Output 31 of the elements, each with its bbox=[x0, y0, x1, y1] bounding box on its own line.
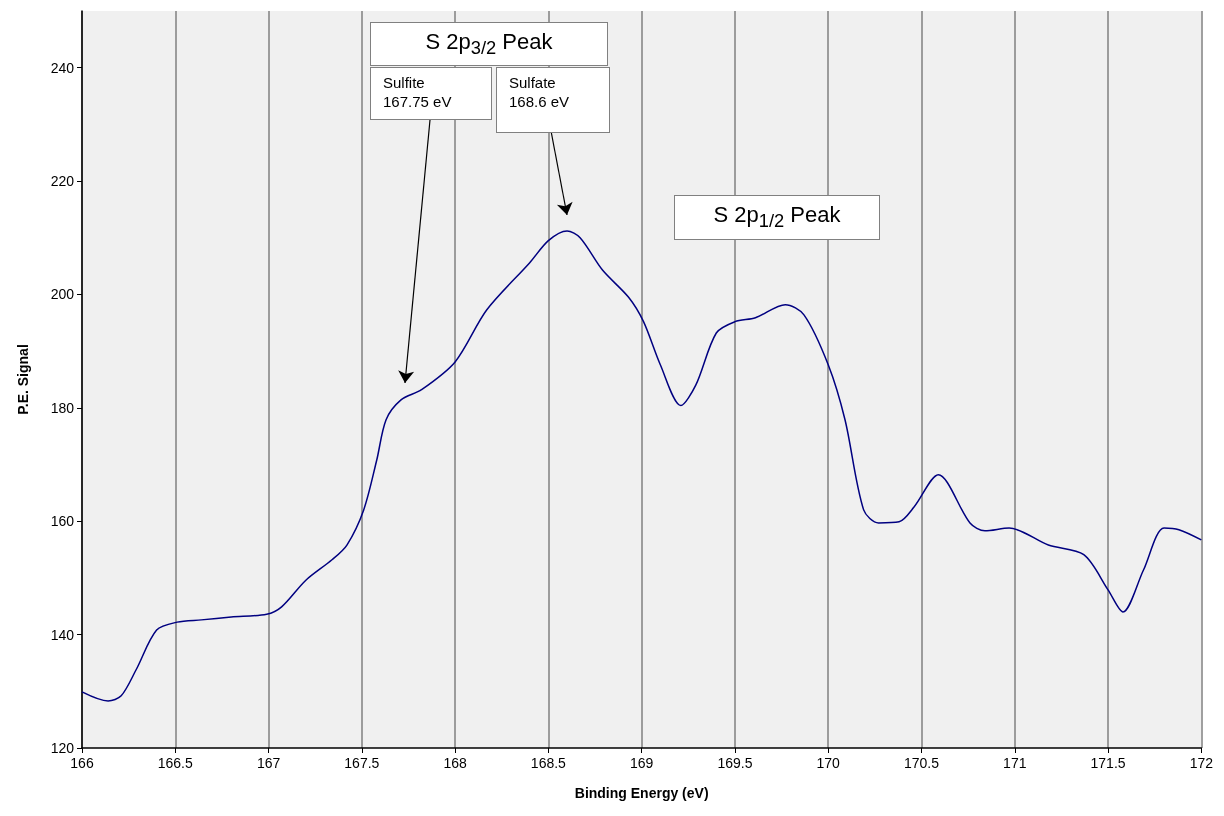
x-tick-label: 171 bbox=[1003, 755, 1027, 771]
x-tick-label: 167 bbox=[256, 755, 281, 771]
line-series bbox=[81, 230, 1203, 702]
x-tick-label: 169.5 bbox=[717, 755, 753, 771]
x-axis-title: Binding Energy (eV) bbox=[574, 785, 709, 801]
annotation: Sulfate 168.6 eV bbox=[509, 74, 570, 112]
x-tick-label: 170 bbox=[816, 755, 841, 771]
y-tick-label: 200 bbox=[50, 286, 75, 303]
callout-box: Sulfite 167.75 eV bbox=[370, 67, 492, 120]
annotation: S 2p$_{1/2}$ Peak bbox=[713, 201, 841, 234]
x-tick-label: 167.5 bbox=[344, 755, 380, 771]
y-tick-label: 140 bbox=[50, 626, 75, 643]
x-tick-label: 168.5 bbox=[530, 755, 567, 771]
callout-box: Sulfate 168.6 eV bbox=[496, 67, 610, 133]
x-tick-label: 168 bbox=[443, 755, 467, 771]
y-tick-label: 180 bbox=[50, 399, 75, 416]
y-axis-title: P.E. Signal bbox=[15, 344, 31, 415]
callout-box: S 2p$_{3/2}$ Peak bbox=[370, 22, 608, 66]
y-tick-label: 220 bbox=[50, 173, 75, 190]
y-tick-label: 120 bbox=[50, 740, 75, 756]
x-tick-label: 172 bbox=[1189, 755, 1214, 771]
x-tick-label: 171.5 bbox=[1090, 755, 1126, 771]
annotation: Sulfite 167.75 eV bbox=[383, 74, 452, 112]
y-tick-label: 160 bbox=[50, 513, 75, 530]
callout-box: S 2p$_{1/2}$ Peak bbox=[674, 195, 880, 240]
x-tick-label: 166 bbox=[70, 755, 94, 771]
x-tick-label: 170.5 bbox=[903, 755, 940, 771]
x-tick-label: 169 bbox=[629, 755, 654, 771]
x-tick-label: 166.5 bbox=[157, 755, 193, 771]
annotation: S 2p$_{3/2}$ Peak bbox=[425, 27, 553, 61]
y-tick-label: 240 bbox=[50, 59, 75, 76]
